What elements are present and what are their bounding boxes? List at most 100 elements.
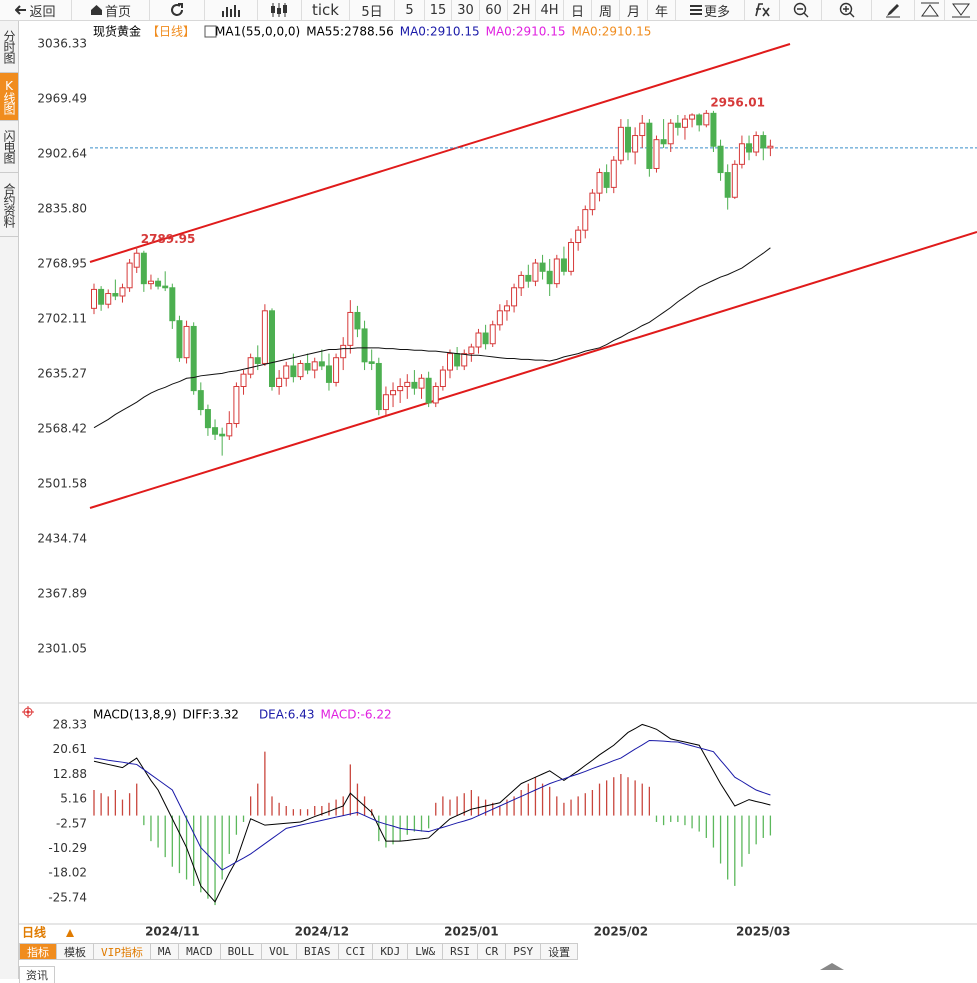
label: 更多 bbox=[703, 4, 730, 20]
period-tab[interactable]: 2H bbox=[508, 0, 536, 20]
indicator-tab[interactable]: PSY bbox=[506, 943, 542, 960]
side-tab[interactable]: 合约资料 bbox=[0, 173, 18, 237]
plot-bg bbox=[19, 21, 977, 924]
y-tick-label: 2835.80 bbox=[37, 201, 87, 215]
candle-body bbox=[347, 311, 354, 346]
shape-button[interactable] bbox=[945, 0, 977, 20]
candle-body bbox=[738, 143, 745, 165]
period-tab[interactable]: 60 bbox=[480, 0, 508, 20]
more-button[interactable]: 更多 bbox=[676, 0, 745, 20]
collapse-arrow[interactable] bbox=[820, 963, 844, 970]
indicator-tab[interactable]: MACD bbox=[179, 943, 221, 960]
candle-body bbox=[155, 280, 162, 287]
x-tick-label: 2025/02 bbox=[594, 925, 648, 939]
x-tick-label: 2024/12 bbox=[295, 925, 349, 939]
candle-body bbox=[382, 394, 389, 411]
y-tick-label: 20.61 bbox=[53, 742, 87, 756]
side-tab[interactable]: 闪电图 bbox=[0, 121, 18, 173]
shape-button[interactable] bbox=[915, 0, 945, 20]
indicator-tab[interactable]: KDJ bbox=[373, 943, 409, 960]
candle-body bbox=[489, 324, 496, 345]
formula-button[interactable] bbox=[745, 0, 780, 20]
indicator-tab[interactable]: MA bbox=[150, 943, 180, 960]
candle-body bbox=[368, 361, 375, 364]
candle-body bbox=[610, 159, 617, 188]
icon bbox=[222, 5, 240, 17]
candle-body bbox=[197, 390, 204, 411]
indicator-tab[interactable]: RSI bbox=[443, 943, 478, 960]
zoom-out[interactable] bbox=[780, 0, 822, 20]
period-tab[interactable]: 15 bbox=[425, 0, 452, 20]
icon bbox=[839, 2, 854, 18]
icon bbox=[952, 3, 970, 18]
candle-body bbox=[226, 423, 233, 437]
x-tick-label: 2024/11 bbox=[145, 925, 199, 939]
ma-icon[interactable] bbox=[204, 25, 217, 38]
indicator-tab[interactable]: 设置 bbox=[541, 943, 579, 960]
indicator-tab[interactable]: LW& bbox=[408, 943, 444, 960]
candle-body bbox=[105, 293, 112, 305]
candle-body bbox=[325, 365, 332, 383]
bar-chart-button[interactable] bbox=[205, 0, 258, 20]
period-arrow[interactable] bbox=[66, 929, 74, 937]
candle-button[interactable] bbox=[258, 0, 302, 20]
news-tab[interactable]: 资讯 bbox=[19, 966, 55, 983]
settings-icon[interactable] bbox=[22, 706, 34, 718]
side-tab[interactable]: K线图 bbox=[0, 73, 18, 121]
indicator-tab[interactable]: VOL bbox=[262, 943, 297, 960]
candle-body bbox=[119, 287, 126, 297]
home-button[interactable]: 首页 bbox=[72, 0, 150, 20]
candle-body bbox=[240, 373, 247, 388]
period-tab[interactable]: 年 bbox=[648, 0, 676, 20]
candle-body bbox=[646, 122, 653, 169]
y-tick-label: 2434.74 bbox=[37, 531, 87, 545]
candle-body bbox=[233, 386, 240, 425]
period-tab[interactable]: 30 bbox=[452, 0, 480, 20]
candle-body bbox=[461, 353, 468, 367]
zoom-in[interactable] bbox=[822, 0, 872, 20]
candle-body bbox=[190, 325, 197, 392]
icon bbox=[793, 2, 808, 18]
candle-body bbox=[112, 293, 119, 297]
candle-body bbox=[753, 135, 760, 153]
candle-body bbox=[147, 280, 154, 285]
indicator-tab[interactable]: 指标 bbox=[19, 943, 57, 960]
candle-body bbox=[404, 381, 411, 388]
indicator-tab[interactable]: CR bbox=[478, 943, 507, 960]
period-tab[interactable]: 月 bbox=[620, 0, 648, 20]
period-button[interactable]: 日线 bbox=[22, 925, 46, 940]
candle-body bbox=[710, 112, 717, 147]
candle-body bbox=[98, 288, 105, 305]
back-button[interactable]: 返回 bbox=[0, 0, 72, 20]
candle-body bbox=[311, 361, 318, 371]
period-tab[interactable]: 日 bbox=[564, 0, 592, 20]
candle-body bbox=[525, 274, 532, 282]
candle-body bbox=[162, 285, 169, 289]
candle-body bbox=[318, 361, 325, 367]
indicator-tab[interactable]: VIP指标 bbox=[94, 943, 151, 960]
indicator-tab[interactable]: CCI bbox=[338, 943, 374, 960]
refresh-button[interactable] bbox=[150, 0, 205, 20]
candle-body bbox=[454, 353, 461, 367]
legend-item: MACD:-6.22 bbox=[321, 708, 392, 722]
period-tab[interactable]: 5 bbox=[395, 0, 425, 20]
y-tick-label: 2367.89 bbox=[37, 586, 87, 600]
candle-body bbox=[560, 258, 567, 272]
high-annotation: 2789.95 bbox=[141, 232, 196, 246]
candle-body bbox=[546, 270, 553, 285]
period-tab[interactable]: 周 bbox=[592, 0, 620, 20]
candle-body bbox=[539, 262, 546, 272]
candle-body bbox=[674, 122, 681, 128]
period-tab[interactable]: tick bbox=[302, 0, 350, 20]
x-tick-label: 2025/03 bbox=[736, 925, 790, 939]
pen-button[interactable] bbox=[872, 0, 915, 20]
side-tab[interactable]: 分时图 bbox=[0, 21, 18, 73]
indicator-tab[interactable]: BIAS bbox=[297, 943, 339, 960]
indicator-tab[interactable]: BOLL bbox=[220, 943, 263, 960]
candle-body bbox=[511, 287, 518, 307]
candle-body bbox=[518, 274, 525, 289]
period-tab[interactable]: 4H bbox=[536, 0, 564, 20]
period-tab[interactable]: 5日 bbox=[350, 0, 395, 20]
legend-item: 现货黄金 bbox=[93, 24, 141, 39]
indicator-tab[interactable]: 模板 bbox=[57, 943, 94, 960]
